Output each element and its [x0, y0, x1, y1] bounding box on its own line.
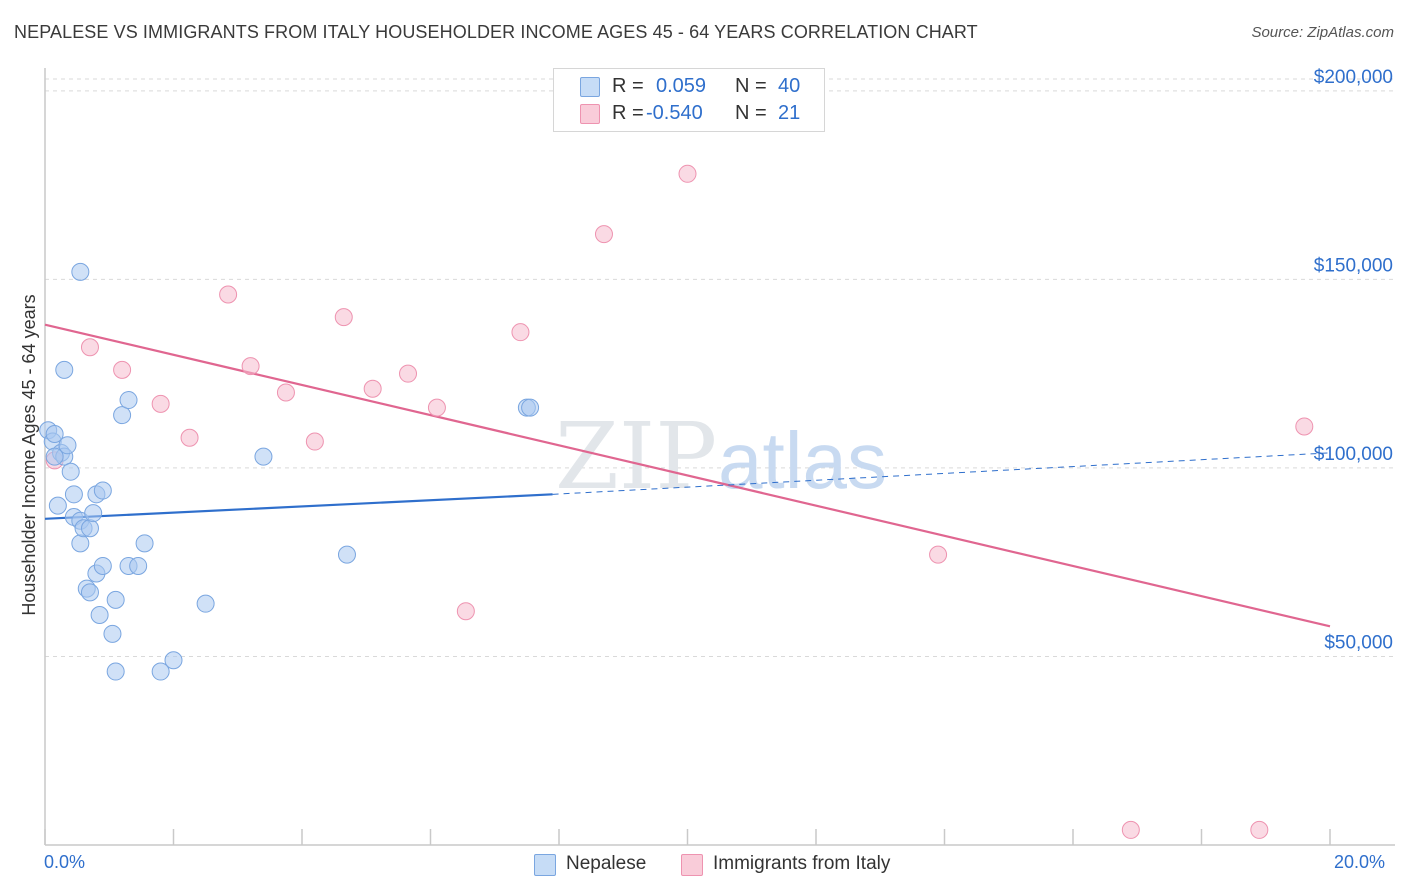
stats-legend: R = 0.059 N = 40 R = -0.540 N = 21	[553, 68, 825, 132]
r-label: R =	[612, 75, 644, 97]
italy-point	[511, 323, 530, 342]
y-tick-label: $100,000	[1314, 444, 1393, 465]
nepalese-point	[135, 534, 154, 553]
italy-point	[334, 308, 353, 327]
n-label: N =	[735, 102, 767, 124]
y-tick-label: $50,000	[1324, 632, 1393, 653]
legend-label: Immigrants from Italy	[713, 853, 891, 874]
watermark-zip: ZIP	[555, 403, 717, 510]
nepalese-legend-swatch	[534, 854, 556, 876]
nepalese-point	[45, 424, 64, 443]
italy-point	[305, 432, 324, 451]
italy-point	[427, 398, 446, 417]
nepalese-swatch	[580, 77, 600, 97]
italy-point	[1121, 820, 1140, 839]
italy-point	[219, 285, 238, 304]
y-tick-label: $200,000	[1314, 67, 1393, 88]
italy-point	[594, 225, 613, 244]
n-value: 40	[778, 75, 801, 97]
italy-point	[456, 602, 475, 621]
nepalese-point	[337, 545, 356, 564]
italy-point	[363, 379, 382, 398]
y-tick-labels: $50,000 $100,000 $150,000 $200,000	[1314, 67, 1393, 654]
nepalese-point	[48, 496, 67, 515]
nepalese-point	[521, 398, 540, 417]
y-tick-label: $150,000	[1314, 255, 1393, 276]
r-value: 0.059	[656, 75, 707, 97]
nepalese-point	[196, 594, 215, 613]
axis-layer	[44, 68, 1395, 846]
n-label: N =	[735, 75, 767, 97]
r-label: R =	[612, 102, 644, 124]
italy-point	[276, 383, 295, 402]
nepalese-point	[119, 391, 138, 410]
nepalese-point	[71, 534, 90, 553]
italy-point	[1295, 417, 1314, 436]
chart-title: NEPALESE VS IMMIGRANTS FROM ITALY HOUSEH…	[14, 22, 978, 42]
stats-legend-row-nepalese: R = 0.059 N = 40	[554, 74, 824, 100]
nepalese-point	[129, 556, 148, 575]
source-note: Source: ZipAtlas.com	[1251, 24, 1394, 41]
italy-point	[241, 357, 260, 376]
italy-trend-line	[44, 323, 1331, 628]
x-tick-label-max: 20.0%	[1334, 852, 1386, 872]
trend-layer	[44, 323, 1331, 628]
italy-point	[80, 338, 99, 357]
legend-label: Nepalese	[566, 853, 647, 874]
italy-swatch	[580, 104, 600, 124]
nepalese-point	[106, 662, 125, 681]
nepalese-point	[71, 262, 90, 281]
nepalese-point	[164, 651, 183, 670]
nepalese-point	[45, 447, 64, 466]
nepalese-point	[254, 447, 273, 466]
nepalese-point	[93, 556, 112, 575]
n-value: 21	[778, 102, 801, 124]
italy-point	[113, 360, 132, 379]
italy-legend-swatch	[681, 854, 703, 876]
nepalese-point	[103, 624, 122, 643]
italy-point	[678, 164, 697, 183]
nepalese-point	[61, 462, 80, 481]
nepalese-point	[93, 481, 112, 500]
nepalese-point	[106, 590, 125, 609]
nepalese-point	[58, 436, 77, 455]
points-layer	[39, 164, 1314, 839]
nepalese-point	[113, 406, 132, 425]
nepalese-point	[90, 605, 109, 624]
italy-point	[1250, 820, 1269, 839]
nepalese-point	[80, 519, 99, 538]
nepalese-point	[151, 662, 170, 681]
x-tick-label-min: 0.0%	[44, 852, 86, 872]
nepalese-point	[84, 504, 103, 523]
y-axis-label: Householder Income Ages 45 - 64 years	[19, 294, 39, 615]
italy-point	[399, 364, 418, 383]
watermark-atlas: atlas	[718, 416, 887, 505]
nepalese-trend-extension	[552, 452, 1331, 495]
r-value: -0.540	[646, 102, 703, 124]
italy-point	[180, 428, 199, 447]
italy-point	[929, 545, 948, 564]
nepalese-point	[64, 485, 83, 504]
italy-point	[151, 394, 170, 413]
watermark: ZIP atlas	[555, 403, 887, 510]
stats-legend-row-italy: R = -0.540 N = 21	[554, 101, 824, 127]
nepalese-trend-line	[44, 493, 553, 520]
nepalese-point	[80, 583, 99, 602]
nepalese-point	[55, 360, 74, 379]
